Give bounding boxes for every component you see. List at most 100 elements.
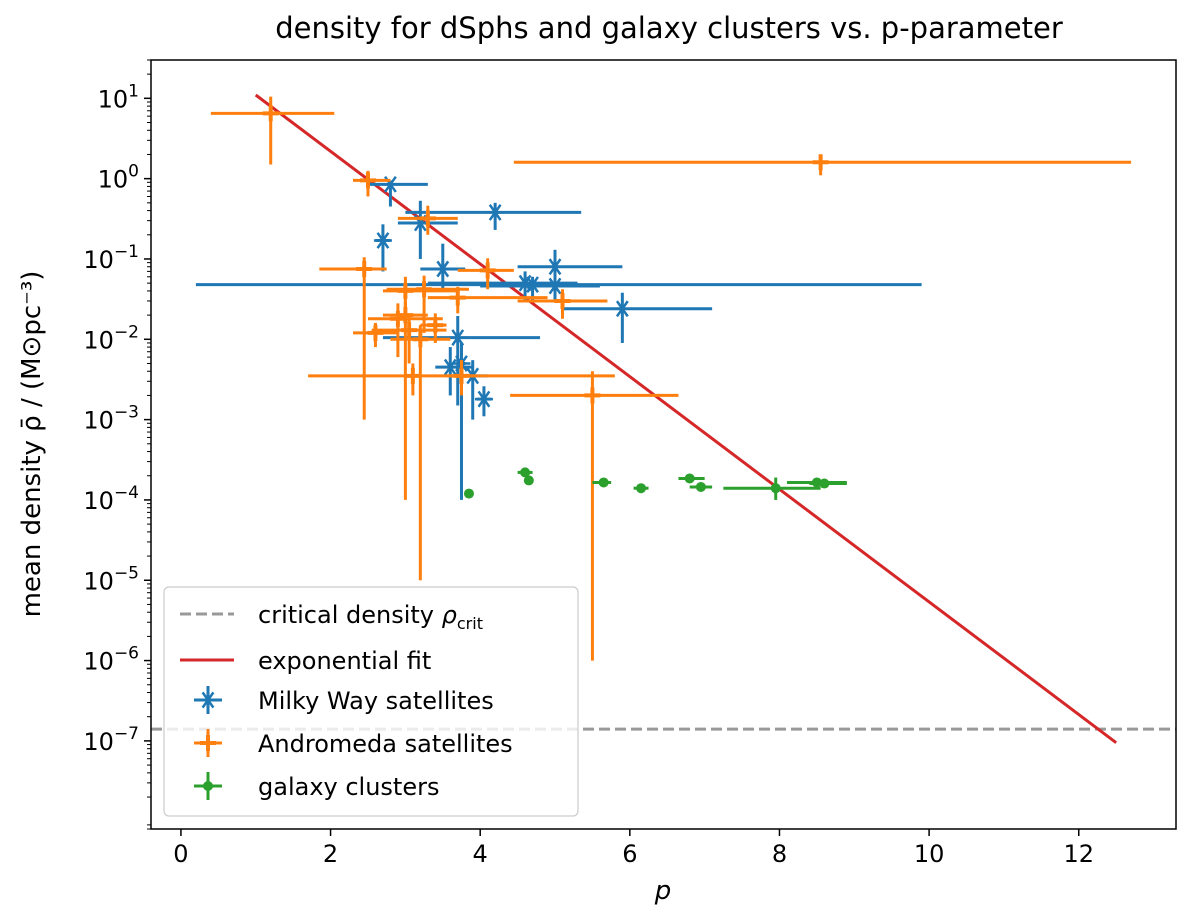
y-tick-label: 10−4 [83,483,139,515]
milky-way-marker [373,232,392,249]
milky-way-point [373,224,392,272]
legend-galaxy-cluster-swatch [194,772,222,800]
milky-way-point [562,292,713,343]
galaxy-cluster-marker [523,475,534,486]
legend-milky-way-marker [199,691,217,709]
andromeda-point [510,371,679,661]
galaxy-cluster-point [678,473,705,484]
andromeda-marker [262,105,279,122]
milky-way-point [474,386,493,417]
x-axis-label: p [654,876,672,906]
galaxy-cluster-marker [598,477,609,488]
milky-way-point [435,347,473,396]
galaxy-cluster-point [723,477,821,500]
andromeda-point [517,289,608,319]
y-tick-label: 10−1 [83,242,139,274]
andromeda-marker [812,154,829,171]
plot-frame [150,59,1177,830]
legend-andromeda-marker [200,735,216,751]
galaxy-cluster-point [517,467,533,478]
andromeda-marker [427,317,444,334]
x-tick-label: 10 [914,840,945,868]
x-tick-label: 8 [772,840,787,868]
legend: critical density ρcrit exponential fit M… [163,586,579,817]
legend-galaxy-clusters-label: galaxy clusters [258,773,439,801]
legend-box [163,586,579,817]
milky-way-marker [546,258,565,276]
exponential-fit-line [254,93,1118,744]
galaxy-cluster-series [463,467,847,500]
galaxy-cluster-marker [770,483,781,494]
y-tick-label: 10−5 [83,563,139,595]
galaxy-cluster-point [633,483,649,494]
milky-way-marker [433,260,452,278]
milky-way-series [195,175,922,500]
andromeda-point [382,300,428,500]
galaxy-cluster-marker [819,478,830,489]
chart-title: density for dSphs and galaxy clusters vs… [275,11,1063,45]
milky-way-marker [474,390,493,408]
galaxy-cluster-marker [695,481,706,492]
andromeda-marker [416,281,433,298]
andromeda-point [457,258,514,290]
milky-way-marker [448,329,467,346]
galaxy-cluster-point [463,488,474,499]
andromeda-point [390,325,451,581]
y-tick-label: 10−2 [83,322,139,354]
andromeda-marker [554,292,571,309]
galaxy-cluster-point [592,477,612,488]
andromeda-marker [367,324,384,341]
andromeda-marker [356,261,373,278]
andromeda-point [210,96,335,165]
andromeda-point [427,286,548,314]
legend-milky-way-label: Milky Way satellites [258,687,494,715]
y-axis-label: mean density ρ̄ / (M⊙pc⁻³) [17,271,47,618]
andromeda-point [386,275,469,333]
legend-critical-density-label: critical density ρcrit [258,601,483,633]
galaxy-cluster-marker [636,483,647,494]
andromeda-marker [404,367,421,384]
galaxy-cluster-point [809,478,847,489]
andromeda-point [353,322,398,348]
x-tick-label: 12 [1063,840,1094,868]
andromeda-marker [412,331,429,348]
galaxy-cluster-marker [684,473,695,484]
milky-way-marker [613,300,632,318]
milky-way-point [480,277,600,301]
x-tick-label: 2 [323,840,338,868]
x-tick-label: 0 [173,840,188,868]
milky-way-point [450,360,488,420]
legend-critical-density-subscript: crit [457,614,483,633]
andromeda-marker [449,289,466,306]
legend-andromeda-label: Andromeda satellites [258,730,513,758]
andromeda-point [353,170,391,197]
andromeda-series [210,96,1132,661]
x-tick-label: 4 [473,840,488,868]
galaxy-cluster-marker [520,467,531,478]
legend-andromeda-swatch [194,729,222,757]
y-tick-label: 10−3 [83,403,139,435]
milky-way-marker [441,358,460,376]
andromeda-point [382,276,458,308]
legend-critical-density-main: critical density [258,601,442,629]
andromeda-point [446,360,477,396]
milky-way-point [405,202,582,230]
legend-galaxy-cluster-marker [203,781,213,791]
legend-critical-density-symbol: ρ [442,601,457,629]
andromeda-point [513,154,1132,176]
andromeda-marker [397,282,414,299]
y-tick-label: 10−6 [83,644,139,676]
andromeda-point [397,205,458,235]
legend-fit-label: exponential fit [258,647,431,675]
galaxy-cluster-marker [463,488,474,499]
andromeda-marker [389,310,406,327]
andromeda-marker [419,210,436,227]
legend-milky-way-swatch [194,686,222,714]
andromeda-marker [401,322,418,339]
andromeda-point [319,257,387,420]
andromeda-marker [453,367,470,384]
andromeda-marker [584,387,601,404]
y-tick-label: 101 [98,81,139,113]
y-tick-label: 10−7 [83,724,139,756]
